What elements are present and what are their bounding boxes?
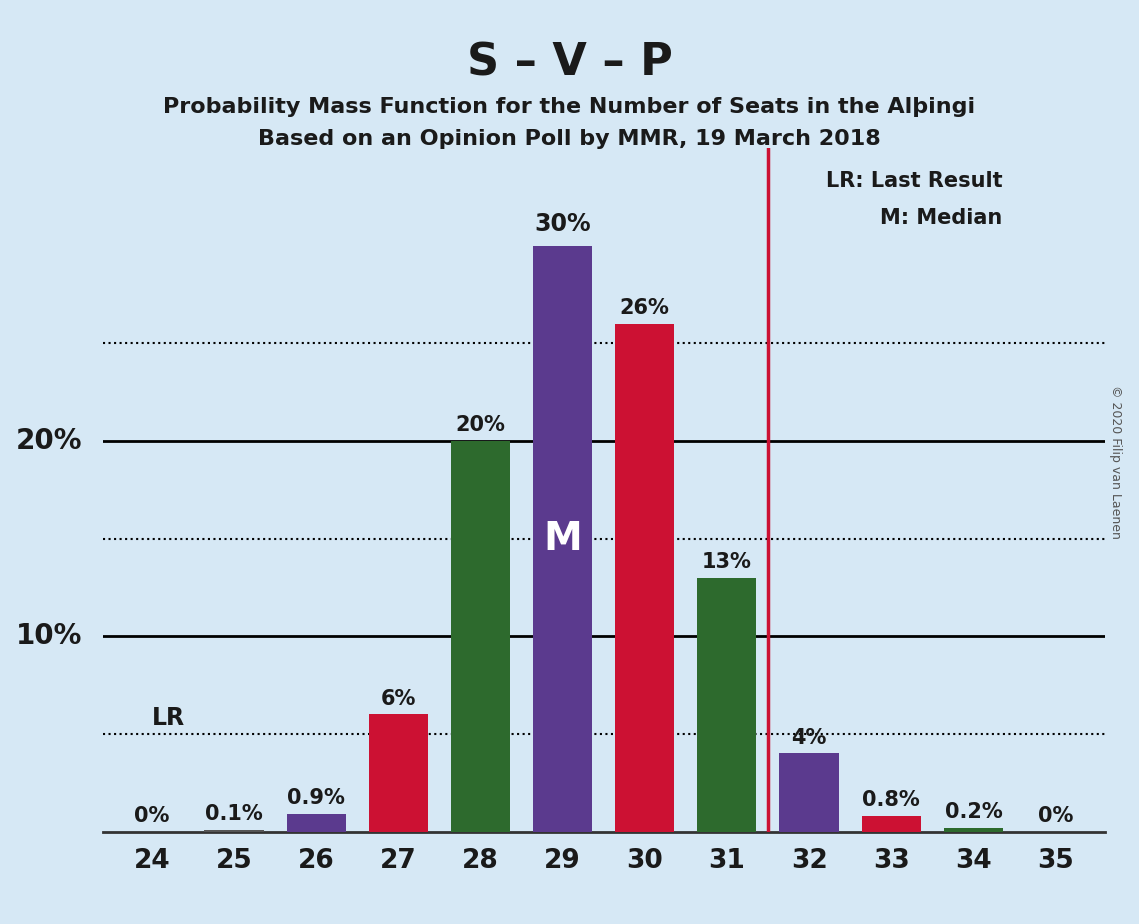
Text: 20%: 20% — [456, 415, 506, 435]
Text: LR: Last Result: LR: Last Result — [826, 171, 1002, 191]
Text: 20%: 20% — [16, 427, 82, 455]
Text: 0%: 0% — [1038, 806, 1073, 826]
Bar — [779, 753, 838, 832]
Text: M: Median: M: Median — [880, 208, 1002, 228]
Text: LR: LR — [151, 706, 185, 730]
Text: Probability Mass Function for the Number of Seats in the Alþingi: Probability Mass Function for the Number… — [163, 97, 976, 117]
Bar — [369, 714, 428, 832]
Text: © 2020 Filip van Laenen: © 2020 Filip van Laenen — [1109, 385, 1122, 539]
Text: 4%: 4% — [792, 727, 827, 748]
Text: 13%: 13% — [702, 552, 752, 572]
Bar — [615, 323, 674, 832]
Text: 0.1%: 0.1% — [205, 804, 263, 824]
Text: 0.2%: 0.2% — [944, 802, 1002, 821]
Text: 10%: 10% — [16, 622, 82, 650]
Text: 26%: 26% — [620, 298, 670, 318]
Bar — [944, 828, 1003, 832]
Text: Based on an Opinion Poll by MMR, 19 March 2018: Based on an Opinion Poll by MMR, 19 Marc… — [259, 129, 880, 150]
Text: 0.9%: 0.9% — [287, 788, 345, 808]
Text: 0.8%: 0.8% — [862, 790, 920, 810]
Text: 30%: 30% — [534, 212, 591, 236]
Text: 6%: 6% — [380, 688, 416, 709]
Bar — [861, 816, 920, 832]
Bar — [533, 246, 592, 832]
Bar — [697, 578, 756, 832]
Bar — [287, 814, 346, 832]
Bar — [204, 830, 263, 832]
Text: 0%: 0% — [134, 806, 170, 826]
Bar — [451, 441, 510, 832]
Text: M: M — [543, 519, 582, 557]
Text: S – V – P: S – V – P — [467, 42, 672, 85]
